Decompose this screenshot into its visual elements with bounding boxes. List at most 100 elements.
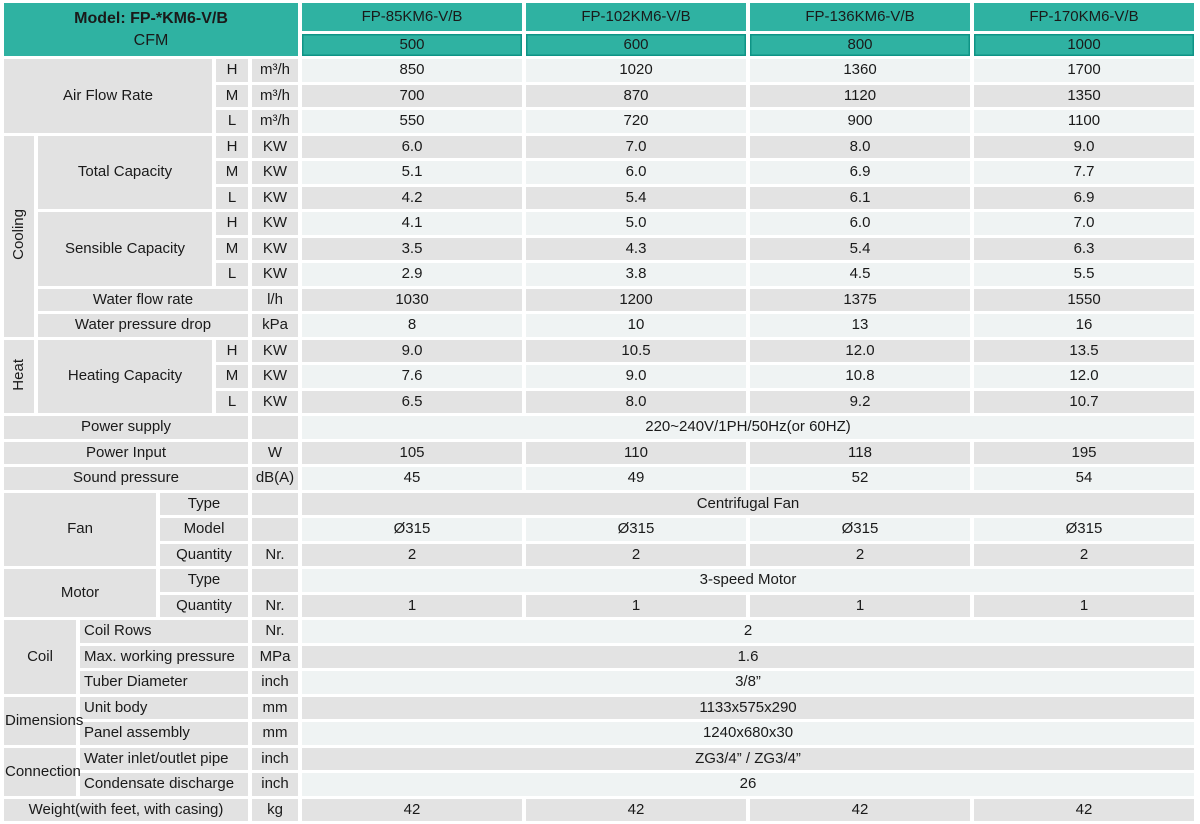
- cell-value: 42: [302, 798, 522, 821]
- row-label: Water pressure drop: [38, 314, 248, 337]
- table-row: Motor Type 3-speed Motor: [4, 569, 1194, 617]
- table-row: Fan Type Centrifugal Fan: [4, 492, 1194, 566]
- cell-value: 118: [750, 441, 970, 464]
- row-label: Type: [160, 569, 248, 592]
- row-label: Water flow rate: [38, 288, 248, 311]
- cell-value: 2: [974, 543, 1194, 566]
- table-row: Water flow rate l/h 1030 1200 1375 1550: [4, 288, 1194, 311]
- model-cfm-header-cell: Model: FP-*KM6-V/B CFM: [4, 3, 298, 56]
- table-row: Water pressure drop kPa 8 10 13 16: [4, 314, 1194, 337]
- cell-value: 4.5: [750, 263, 970, 286]
- row-label: Model: [160, 518, 248, 541]
- cell-value: 1120: [750, 84, 970, 107]
- cell-value: 5.5: [974, 263, 1194, 286]
- table-row: Panel assembly mm 1240x680x30: [4, 722, 1194, 745]
- header-row-cfm: 500 600 800 1000: [4, 34, 1194, 56]
- unit-label: KW: [252, 212, 298, 235]
- unit-label: m³/h: [252, 84, 298, 107]
- unit-label: [252, 492, 298, 515]
- cell-value: 49: [526, 467, 746, 490]
- group-label-coil: Coil: [4, 620, 76, 694]
- cell-value: 8.0: [750, 135, 970, 158]
- cell-value: 7.0: [974, 212, 1194, 235]
- cell-value: 1360: [750, 59, 970, 82]
- row-label: Max. working pressure: [80, 645, 248, 668]
- row-label: Water inlet/outlet pipe: [80, 747, 248, 770]
- group-label-fan: Fan: [4, 492, 156, 566]
- row-label: Unit body: [80, 696, 248, 719]
- cell-value: 6.0: [750, 212, 970, 235]
- span-value: 1240x680x30: [302, 722, 1194, 745]
- cell-value: 5.4: [526, 186, 746, 209]
- cfm-value: 1000: [974, 34, 1194, 56]
- cell-value: 2: [302, 543, 522, 566]
- table-row: Tuber Diameter inch 3/8”: [4, 671, 1194, 694]
- cell-value: 16: [974, 314, 1194, 337]
- cell-value: 54: [974, 467, 1194, 490]
- cell-value: Ø315: [526, 518, 746, 541]
- table-row: Quantity Nr. 2 2 2 2: [4, 543, 1194, 566]
- cell-value: 900: [750, 110, 970, 133]
- column-header-model: FP-85KM6-V/B: [302, 3, 522, 31]
- table-row: Condensate discharge inch 26: [4, 773, 1194, 796]
- unit-label: KW: [252, 237, 298, 260]
- group-label-connection: Connection: [4, 747, 81, 796]
- row-label: Power supply: [4, 416, 248, 439]
- cell-value: 1350: [974, 84, 1194, 107]
- cell-value: 8: [302, 314, 522, 337]
- header-row-models: Model: FP-*KM6-V/B CFM FP-85KM6-V/B FP-1…: [4, 3, 1194, 56]
- row-label: Coil Rows: [80, 620, 248, 643]
- cell-value: 5.0: [526, 212, 746, 235]
- row-label: Condensate discharge: [80, 773, 248, 796]
- cell-value: 1375: [750, 288, 970, 311]
- table-row: Max. working pressure MPa 1.6: [4, 645, 1194, 668]
- unit-label: inch: [252, 773, 298, 796]
- table-row: Air Flow Rate H m³/h 850 1020 1360 1700: [4, 59, 1194, 133]
- cell-value: 6.3: [974, 237, 1194, 260]
- speed-label: L: [216, 110, 248, 133]
- span-value: 2: [302, 620, 1194, 643]
- column-header-model: FP-102KM6-V/B: [526, 3, 746, 31]
- cell-value: 7.0: [526, 135, 746, 158]
- cell-value: 1020: [526, 59, 746, 82]
- cell-value: 850: [302, 59, 522, 82]
- cell-value: 10.8: [750, 365, 970, 388]
- cfm-value: 800: [750, 34, 970, 56]
- column-header-model: FP-170KM6-V/B: [974, 3, 1194, 31]
- group-label-motor: Motor: [4, 569, 156, 617]
- speed-label: H: [216, 59, 248, 82]
- speed-label: L: [216, 186, 248, 209]
- span-value: 3/8”: [302, 671, 1194, 694]
- span-value: 1.6: [302, 645, 1194, 668]
- cell-value: 6.0: [526, 161, 746, 184]
- unit-label: [252, 416, 298, 439]
- row-label: Sensible Capacity: [38, 212, 212, 286]
- row-label: Tuber Diameter: [80, 671, 248, 694]
- unit-label: KW: [252, 390, 298, 413]
- cell-value: 550: [302, 110, 522, 133]
- speed-label: M: [216, 237, 248, 260]
- speed-label: H: [216, 339, 248, 362]
- row-label: Quantity: [160, 543, 248, 566]
- cell-value: 110: [526, 441, 746, 464]
- cell-value: 700: [302, 84, 522, 107]
- cell-value: 12.0: [750, 339, 970, 362]
- group-label-dimensions: Dimensions: [4, 696, 83, 745]
- cell-value: 10: [526, 314, 746, 337]
- cell-value: 8.0: [526, 390, 746, 413]
- cell-value: 13: [750, 314, 970, 337]
- unit-label: KW: [252, 339, 298, 362]
- cell-value: 4.2: [302, 186, 522, 209]
- table-row: Heat Heating Capacity H KW 9.0 10.5 12.0…: [4, 339, 1194, 413]
- group-label-cooling: Cooling: [4, 135, 34, 337]
- cell-value: 6.9: [974, 186, 1194, 209]
- cell-value: 42: [526, 798, 746, 821]
- unit-label: Nr.: [252, 594, 298, 617]
- cell-value: 9.0: [302, 339, 522, 362]
- cell-value: 105: [302, 441, 522, 464]
- unit-label: inch: [252, 747, 298, 770]
- cell-value: 720: [526, 110, 746, 133]
- cell-value: 13.5: [974, 339, 1194, 362]
- cell-value: 2.9: [302, 263, 522, 286]
